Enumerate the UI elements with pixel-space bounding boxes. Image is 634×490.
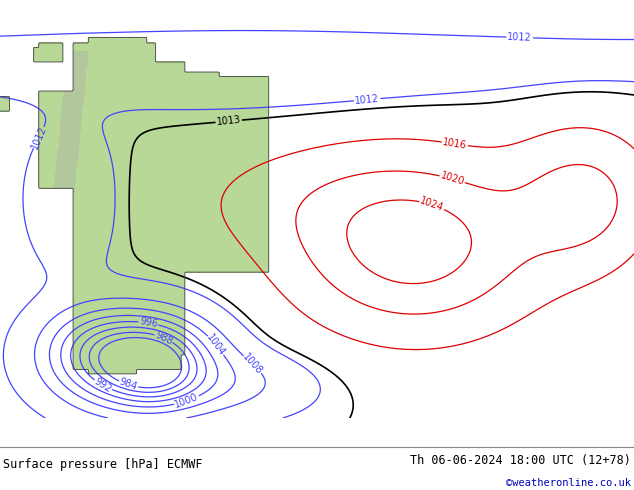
Text: 1012: 1012 <box>507 32 532 43</box>
Text: 1000: 1000 <box>174 392 200 410</box>
Text: 992: 992 <box>93 376 113 394</box>
Text: 1012: 1012 <box>29 124 48 151</box>
Text: 1024: 1024 <box>418 196 445 214</box>
Text: 1012: 1012 <box>354 94 380 106</box>
Text: 1008: 1008 <box>241 352 264 377</box>
Text: ©weatheronline.co.uk: ©weatheronline.co.uk <box>506 478 631 488</box>
Text: Th 06-06-2024 18:00 UTC (12+78): Th 06-06-2024 18:00 UTC (12+78) <box>410 454 631 467</box>
Text: 996: 996 <box>139 317 158 330</box>
Text: 984: 984 <box>118 377 139 392</box>
Text: 988: 988 <box>153 329 174 346</box>
Text: 1020: 1020 <box>439 171 465 187</box>
Text: 1016: 1016 <box>442 137 468 151</box>
Text: Surface pressure [hPa] ECMWF: Surface pressure [hPa] ECMWF <box>3 459 203 471</box>
Text: 1004: 1004 <box>205 332 227 358</box>
Text: 1013: 1013 <box>216 115 242 127</box>
